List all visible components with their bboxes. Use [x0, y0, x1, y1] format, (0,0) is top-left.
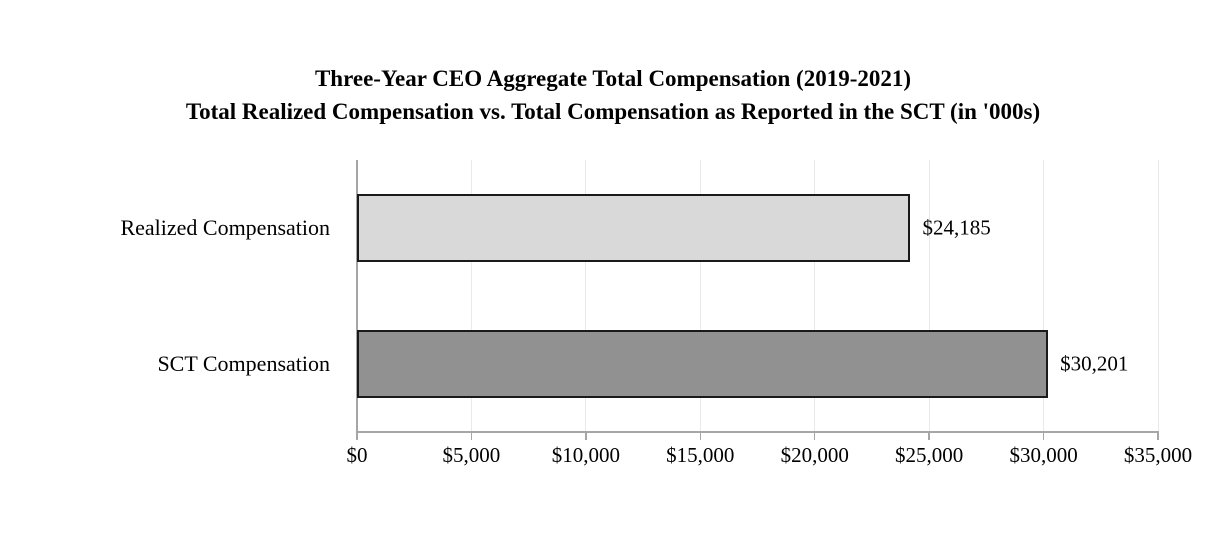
chart-title: Three-Year CEO Aggregate Total Compensat… — [0, 62, 1226, 128]
bar-value-label: $24,185 — [922, 215, 991, 240]
chart-title-line2: Total Realized Compensation vs. Total Co… — [185, 99, 1041, 124]
plot-area: $24,185 $30,201 — [356, 160, 1159, 440]
x-axis-tick-label: $25,000 — [895, 443, 964, 467]
x-axis-tick-label: $35,000 — [1123, 443, 1193, 467]
vertical-gridline — [928, 160, 930, 432]
x-axis-tick-label: $0 — [346, 443, 368, 467]
x-axis-tick — [928, 432, 930, 440]
x-axis-tick-label: $5,000 — [442, 443, 501, 467]
y-axis-line — [356, 160, 358, 440]
vertical-gridline — [1157, 160, 1159, 432]
x-axis-tick-label: $20,000 — [780, 443, 849, 467]
x-axis-tick — [470, 432, 473, 440]
x-axis-line — [356, 431, 1159, 433]
x-axis-tick — [699, 432, 702, 440]
bar-sct-compensation — [357, 330, 1049, 398]
x-axis-tick — [585, 432, 587, 440]
category-label: Realized Compensation — [120, 215, 330, 240]
x-axis-tick-label: $30,000 — [1009, 443, 1078, 467]
bar-realized-compensation — [357, 194, 911, 262]
x-axis-tick-label: $10,000 — [551, 443, 620, 467]
x-axis-tick-label: $15,000 — [666, 443, 735, 467]
vertical-gridline — [699, 160, 701, 432]
chart-title-line1: Three-Year CEO Aggregate Total Compensat… — [314, 66, 912, 91]
vertical-gridline — [470, 160, 472, 432]
vertical-gridline — [814, 160, 816, 432]
category-label: SCT Compensation — [157, 351, 330, 376]
x-axis-tick — [1157, 432, 1159, 440]
bar-value-label: $30,201 — [1060, 351, 1129, 376]
x-axis-tick — [1042, 432, 1045, 440]
vertical-gridline — [585, 160, 587, 432]
vertical-gridline — [1043, 160, 1045, 432]
x-axis-tick — [813, 432, 816, 440]
